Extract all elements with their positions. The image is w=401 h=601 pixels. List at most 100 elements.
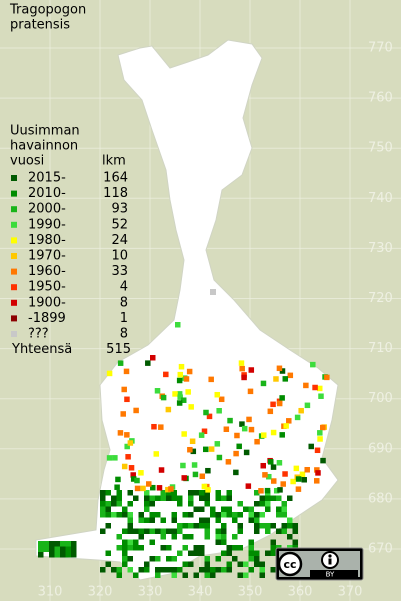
x-tick-label: 360 <box>288 585 313 600</box>
observation <box>298 407 304 414</box>
observation <box>116 512 122 518</box>
observation <box>71 546 77 552</box>
observation <box>188 523 194 529</box>
observation <box>190 448 197 455</box>
observation <box>166 490 172 496</box>
observation <box>204 517 210 523</box>
observation <box>138 517 144 523</box>
observation <box>163 371 169 378</box>
observation <box>100 528 106 534</box>
observation <box>188 550 194 556</box>
observation <box>193 490 199 496</box>
observation <box>149 539 155 545</box>
observation <box>225 459 232 465</box>
observation <box>232 512 238 518</box>
observation <box>259 523 265 529</box>
observation <box>287 517 293 523</box>
observation <box>281 506 287 512</box>
observation <box>177 523 183 529</box>
observation <box>188 501 194 507</box>
observation <box>38 541 44 547</box>
observation <box>226 506 232 512</box>
observation <box>304 466 310 473</box>
observation <box>122 506 128 512</box>
observation <box>218 396 225 403</box>
observation <box>111 512 117 518</box>
observation <box>246 416 252 423</box>
observation <box>299 471 306 478</box>
observation <box>116 567 122 573</box>
observation <box>127 490 133 496</box>
observation <box>171 572 177 578</box>
legend-label: 1900- <box>28 295 66 310</box>
observation <box>290 478 296 485</box>
observation <box>187 446 193 453</box>
observation <box>276 495 282 501</box>
observation <box>191 462 198 468</box>
observation <box>177 371 184 378</box>
observation <box>138 545 144 551</box>
observation <box>239 421 245 427</box>
observation <box>116 545 122 551</box>
observation <box>261 432 267 438</box>
observation <box>276 506 282 512</box>
observation <box>49 546 55 552</box>
legend-swatch <box>11 206 17 213</box>
observation <box>204 534 210 540</box>
observation <box>248 367 255 373</box>
legend-count: 24 <box>111 233 128 248</box>
observation <box>182 534 188 540</box>
observation <box>265 523 271 529</box>
observation <box>100 512 106 518</box>
observation <box>276 460 283 466</box>
observation <box>248 426 255 433</box>
observation <box>295 476 302 482</box>
observation <box>259 561 265 567</box>
observation <box>176 400 183 406</box>
observation <box>303 382 309 389</box>
observation <box>204 523 210 529</box>
observation <box>144 506 150 512</box>
observation <box>237 545 243 551</box>
observation <box>317 436 323 442</box>
observation <box>134 485 141 492</box>
observation <box>203 446 209 453</box>
observation <box>127 545 133 551</box>
x-tick-label: 340 <box>188 585 213 600</box>
observation <box>54 546 60 552</box>
observation <box>71 552 77 558</box>
observation <box>283 423 289 429</box>
legend-label: 2010- <box>28 186 66 201</box>
observation <box>114 484 120 490</box>
legend-label: 1970- <box>28 249 66 264</box>
observation <box>301 477 307 483</box>
observation <box>127 523 133 529</box>
title: pratensis <box>10 18 70 33</box>
observation <box>201 428 208 435</box>
observation <box>226 550 232 556</box>
observation <box>254 550 260 556</box>
observation <box>270 539 276 545</box>
observation <box>243 506 249 512</box>
observation <box>100 506 106 512</box>
observation <box>155 567 161 573</box>
observation <box>106 370 113 377</box>
observation <box>130 476 137 482</box>
observation <box>281 523 287 529</box>
observation <box>280 481 286 487</box>
observation <box>279 368 286 374</box>
observation <box>177 495 183 501</box>
y-tick-label: 670 <box>368 542 393 557</box>
observation <box>125 454 131 460</box>
observation <box>105 561 111 567</box>
observation <box>116 490 122 496</box>
observation <box>182 512 188 518</box>
observation <box>171 512 177 518</box>
observation <box>166 495 172 501</box>
observation <box>133 539 139 545</box>
observation <box>140 485 146 492</box>
observation <box>144 501 150 507</box>
observation <box>158 424 164 430</box>
observation <box>127 440 134 446</box>
observation <box>265 495 271 501</box>
